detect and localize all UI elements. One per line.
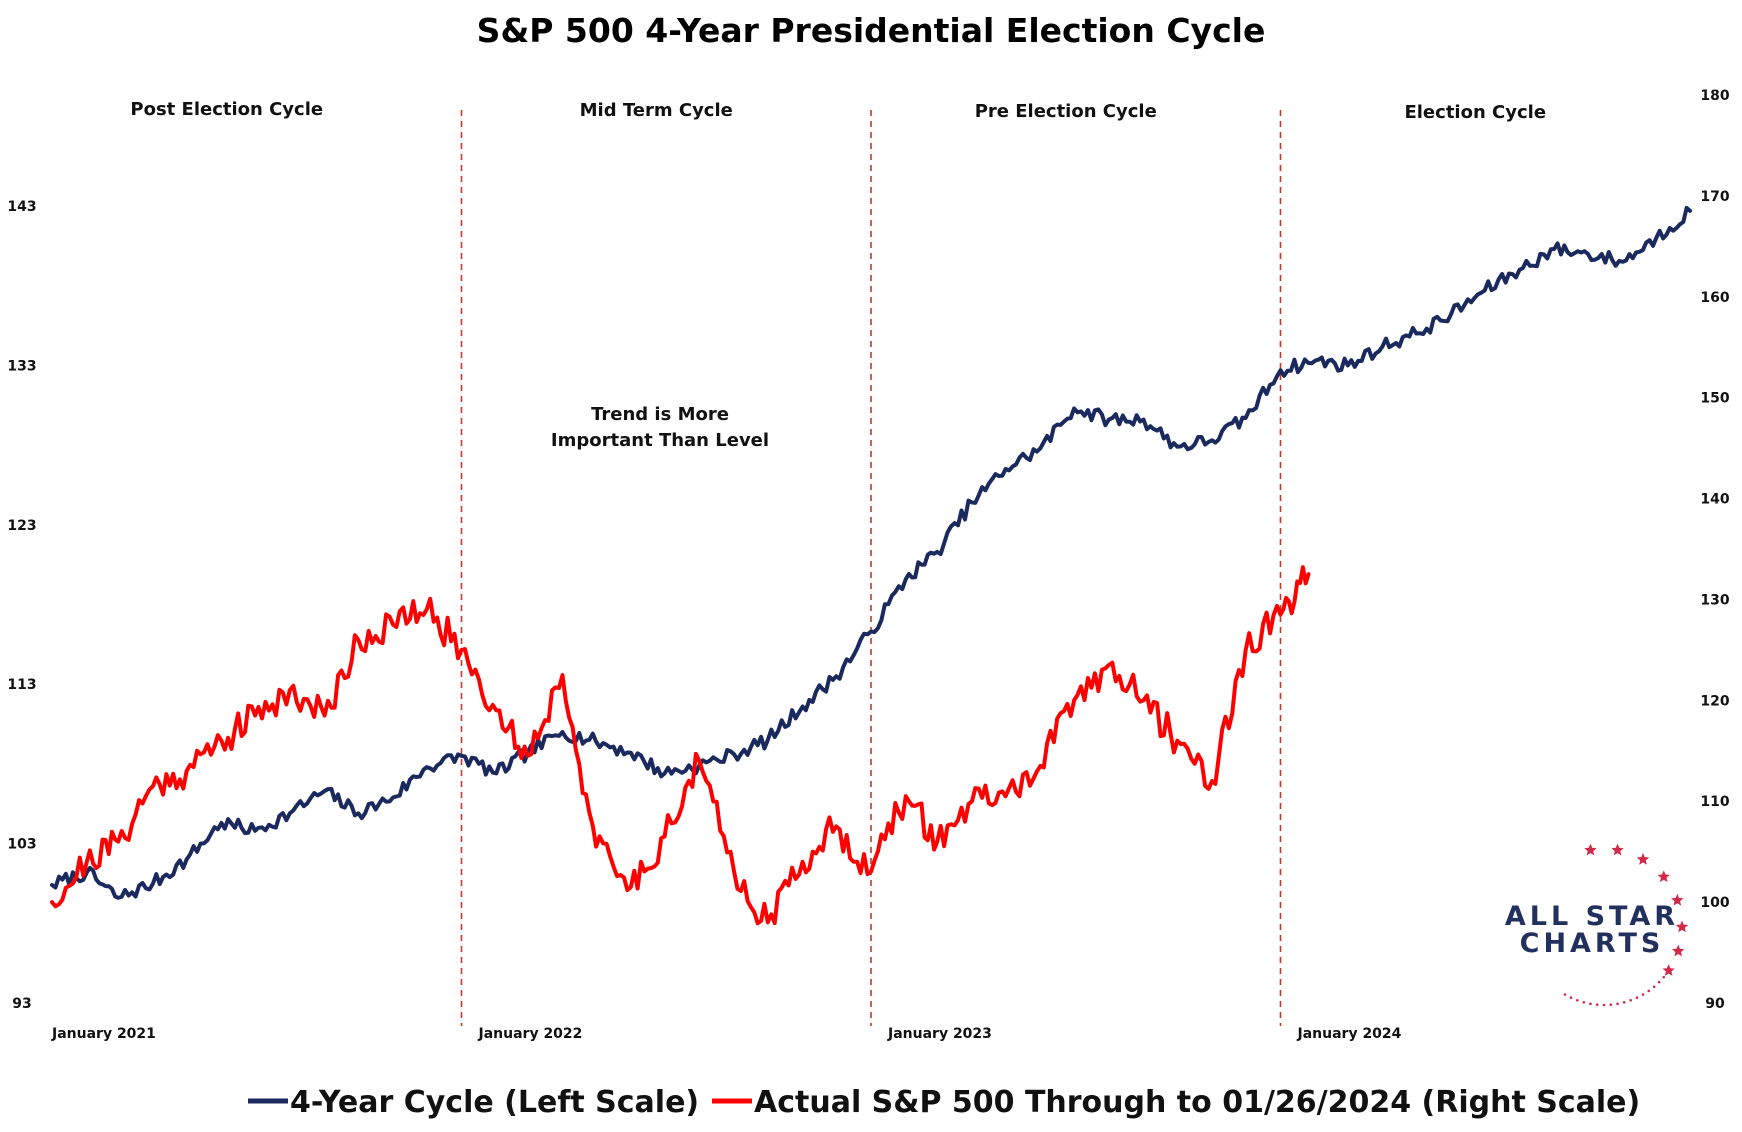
logo-dot — [1622, 1001, 1626, 1004]
logo-dot — [1602, 1003, 1606, 1007]
legend-label-cycle: 4-Year Cycle (Left Scale) — [290, 1085, 699, 1120]
logo-dot — [1582, 1001, 1586, 1004]
series-line-actual — [50, 565, 1311, 926]
right-tick-180: 180 — [1700, 88, 1729, 104]
logo-star-6 — [1675, 920, 1689, 933]
right-tick-110: 110 — [1700, 794, 1729, 810]
x-tick-2: January 2022 — [478, 1026, 583, 1042]
logo-dot — [1652, 985, 1656, 989]
phase-labels: Post Election Cycle Mid Term Cycle Pre Ele… — [130, 99, 1546, 123]
right-tick-170: 170 — [1700, 189, 1729, 205]
x-tick-3: January 2023 — [887, 1026, 992, 1042]
right-tick-150: 150 — [1700, 391, 1729, 407]
left-tick-113: 113 — [7, 677, 36, 693]
logo-dot — [1635, 996, 1639, 999]
series-line-cycle — [50, 205, 1692, 900]
left-tick-143: 143 — [7, 199, 36, 215]
logo-dot — [1609, 1003, 1613, 1007]
logo-star-3 — [1636, 853, 1650, 865]
legend-label-actual: Actual S&P 500 Through to 01/26/2024 (Ri… — [754, 1085, 1640, 1120]
left-axis-ticks: 93 103 113 123 133 143 — [7, 199, 36, 1012]
x-tick-4: January 2024 — [1297, 1026, 1402, 1042]
logo-stars-icon — [1563, 843, 1689, 1007]
right-tick-130: 130 — [1700, 592, 1729, 608]
logo-dot — [1662, 975, 1666, 979]
phase-label-3: Pre Election Cycle — [975, 101, 1157, 122]
x-axis-ticks: January 2021 January 2022 January 2023 Janu… — [51, 1026, 1402, 1042]
left-tick-123: 123 — [7, 518, 36, 534]
right-tick-100: 100 — [1700, 895, 1729, 911]
phase-label-1: Post Election Cycle — [130, 99, 323, 120]
logo-dot — [1589, 1002, 1592, 1006]
annotation-line-1: Trend is More — [591, 404, 729, 425]
logo-dot — [1647, 989, 1651, 993]
logo-star-4 — [1657, 870, 1670, 883]
legend: 4-Year Cycle (Left Scale) Actual S&P 500… — [248, 1085, 1640, 1120]
logo-dot — [1629, 998, 1632, 1002]
x-tick-1: January 2021 — [51, 1026, 156, 1042]
left-tick-133: 133 — [7, 358, 36, 374]
logo-star-1 — [1584, 843, 1597, 856]
logo-line-2: CHARTS — [1520, 928, 1665, 959]
logo-star-7 — [1672, 944, 1685, 957]
right-tick-160: 160 — [1700, 290, 1729, 306]
logo-dot — [1641, 993, 1645, 996]
phase-label-4: Election Cycle — [1404, 102, 1546, 123]
logo-star-5 — [1671, 893, 1684, 906]
chart-title: S&P 500 4-Year Presidential Election Cyc… — [477, 11, 1266, 50]
logo-dot — [1569, 996, 1573, 999]
logo-dot — [1657, 980, 1661, 984]
logo-dot — [1563, 993, 1567, 996]
logo-dot — [1616, 1002, 1619, 1006]
logo-star-2 — [1611, 843, 1624, 856]
left-tick-93: 93 — [12, 996, 31, 1012]
right-axis-ticks: 90 100 110 120 130 140 150 160 170 180 — [1700, 88, 1729, 1012]
right-tick-120: 120 — [1700, 693, 1729, 709]
all-star-charts-logo: ALL STAR CHARTS — [1505, 843, 1689, 1007]
right-tick-140: 140 — [1700, 492, 1729, 508]
right-tick-90: 90 — [1705, 996, 1725, 1012]
left-tick-103: 103 — [7, 837, 36, 853]
logo-star-8 — [1662, 964, 1675, 976]
phase-label-2: Mid Term Cycle — [580, 100, 733, 121]
logo-dot — [1576, 998, 1579, 1002]
annotation-line-2: Important Than Level — [551, 430, 769, 451]
logo-dot — [1595, 1003, 1599, 1007]
logo-line-1: ALL STAR — [1505, 901, 1679, 932]
